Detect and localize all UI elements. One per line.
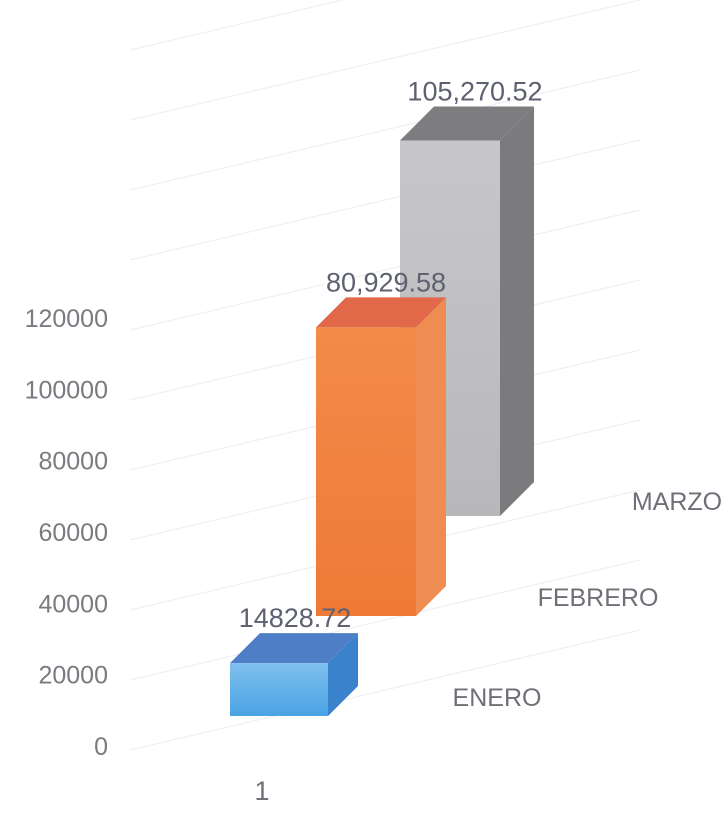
y-tick-label: 120000 (25, 305, 108, 333)
y-tick-label: 100000 (25, 376, 108, 404)
series-axis-labels: MARZO FEBRERO ENERO (453, 488, 721, 712)
x-axis: 1 (254, 776, 269, 806)
gridline (129, 0, 641, 121)
bar-febrero (316, 327, 416, 616)
y-tick-label: 20000 (38, 662, 108, 690)
gridline (129, 209, 641, 331)
bar-top-enero (230, 633, 358, 664)
bar-side-enero (328, 633, 358, 716)
gridline (129, 629, 641, 751)
y-tick-label: 0 (94, 733, 108, 761)
series-label-enero: ENERO (453, 684, 542, 712)
bars (230, 106, 534, 716)
data-label-marzo: 105,270.52 (407, 77, 542, 107)
y-tick-label: 80000 (38, 448, 108, 476)
gridline (129, 69, 641, 191)
bar-top-febrero (316, 297, 446, 328)
series-label-marzo: MARZO (632, 488, 721, 516)
series-label-febrero: FEBRERO (538, 584, 659, 612)
y-tick-label: 60000 (38, 519, 108, 547)
gridline (129, 139, 641, 261)
bar-side-marzo (500, 106, 534, 516)
y-axis: 0 20000 40000 60000 80000 100000 120000 (25, 305, 108, 761)
bar-side-febrero (416, 297, 446, 616)
data-label-febrero: 80,929.58 (326, 267, 446, 297)
data-labels: 105,270.52 80,929.58 14828.72 (239, 77, 543, 634)
y-tick-label: 40000 (38, 590, 108, 618)
data-label-enero: 14828.72 (239, 603, 352, 633)
gridline (129, 0, 345, 51)
bar-top-marzo (400, 106, 534, 141)
bar-enero (230, 663, 328, 716)
gridline (129, 559, 641, 681)
x-category-label: 1 (254, 776, 269, 806)
